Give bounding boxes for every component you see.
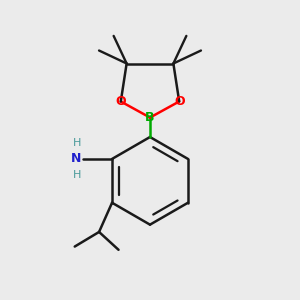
Text: N: N — [71, 152, 81, 165]
Text: O: O — [116, 95, 126, 108]
Text: H: H — [73, 137, 81, 148]
Text: B: B — [145, 111, 155, 124]
Text: H: H — [73, 170, 81, 180]
Text: O: O — [174, 95, 184, 108]
